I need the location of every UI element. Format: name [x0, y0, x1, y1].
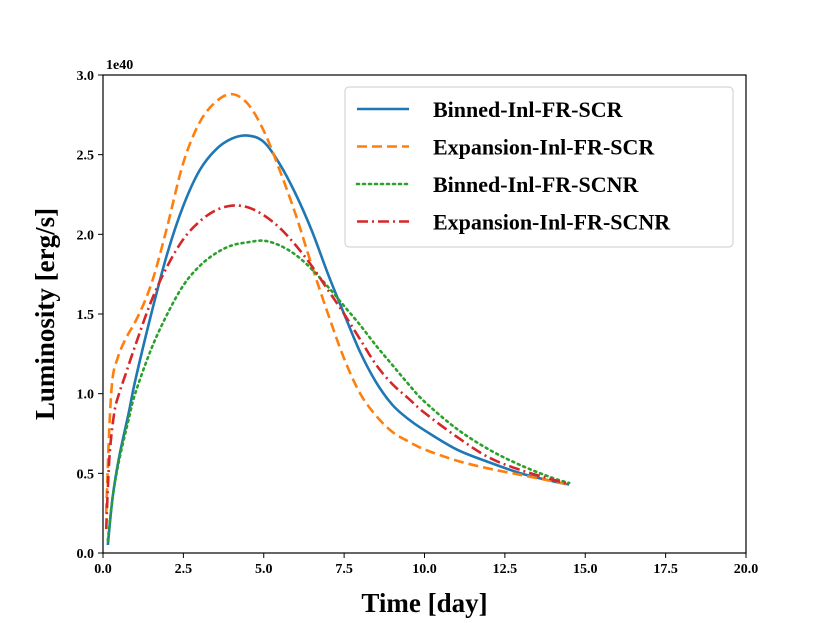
- series-layer: [104, 92, 571, 546]
- y-tick-label: 2.5: [77, 149, 95, 164]
- legend-entry-label: Expansion-Inl-FR-SCNR: [433, 210, 671, 235]
- y-tick-label: 1.5: [77, 308, 95, 323]
- x-tick-label: 10.0: [412, 562, 437, 577]
- y-tick-label: 2.0: [77, 228, 95, 243]
- axes: 0.0 2.5 5.0 7.5 10.0 12.5 15.0 17.5 20.0 0.0 0.5 1.…: [77, 69, 759, 577]
- x-axis-label: Time [day]: [361, 588, 487, 618]
- x-tick-label: 5.0: [255, 562, 273, 577]
- legend-entry-label: Binned-Inl-FR-SCR: [433, 97, 624, 122]
- y-tick-label: 3.0: [77, 69, 95, 84]
- legend-entry-label: Expansion-Inl-FR-SCR: [433, 135, 655, 160]
- legend-box: [344, 86, 734, 248]
- series-line: [104, 204, 570, 530]
- y-tick-label: 0.0: [77, 547, 95, 562]
- x-tick-label: 2.5: [175, 562, 193, 577]
- x-tick-label: 15.0: [573, 562, 598, 577]
- y-axis-label: Luminosity [erg/s]: [30, 208, 60, 420]
- y-offset-label: 1e40: [106, 58, 133, 73]
- x-tick-label: 20.0: [734, 562, 759, 577]
- series-line: [104, 92, 570, 514]
- y-tick-label: 0.5: [77, 467, 95, 482]
- series-line: [106, 134, 570, 546]
- series-line: [106, 239, 571, 542]
- x-tick-label: 7.5: [335, 562, 353, 577]
- x-tick-label: 17.5: [653, 562, 678, 577]
- x-tick-label: 12.5: [493, 562, 518, 577]
- y-tick-label: 1.0: [77, 388, 95, 403]
- legend-entry-label: Binned-Inl-FR-SCNR: [433, 172, 639, 197]
- x-tick-label: 0.0: [94, 562, 112, 577]
- legend: Binned-Inl-FR-SCR Expansion-Inl-FR-SCR Bin…: [344, 86, 734, 248]
